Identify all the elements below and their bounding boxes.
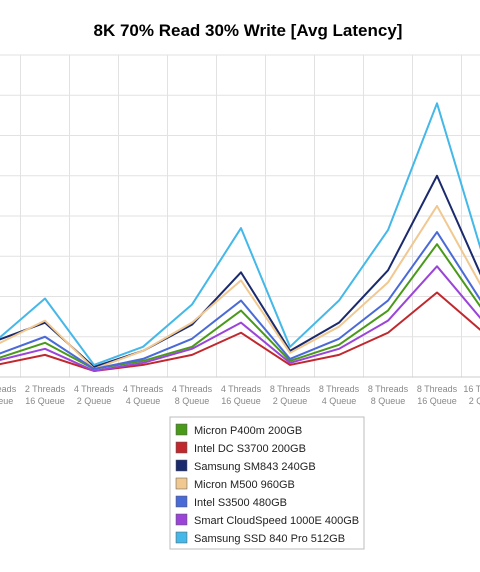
x-tick-label: 8 Queue (371, 396, 406, 406)
x-tick-label: 2 Threads (0, 384, 17, 394)
x-tick-label: 8 Threads (270, 384, 311, 394)
series-line (0, 243, 480, 370)
legend-swatch (175, 513, 188, 526)
x-tick-label: 16 Threads (463, 384, 480, 394)
x-tick-label: 4 Threads (172, 384, 213, 394)
x-tick-label: 8 Queue (175, 396, 210, 406)
legend-label: Micron M500 960GB (194, 479, 295, 491)
x-axis-ticks: 2 Threads 8 Queue 2 Threads 16 Queue 4 Threa… (0, 384, 480, 406)
x-tick-label: 8 Queue (0, 396, 13, 406)
x-tick-label: 4 Threads (221, 384, 262, 394)
x-tick-label: 2 Queue (77, 396, 112, 406)
series-line (0, 231, 480, 370)
x-tick-label: 2 Queue (273, 396, 308, 406)
series-line (0, 265, 480, 372)
legend-label: Samsung SSD 840 Pro 512GB (194, 533, 345, 545)
legend-label: Samsung SM843 240GB (194, 461, 316, 473)
plot-series (0, 102, 480, 372)
x-tick-label: 4 Threads (123, 384, 164, 394)
x-tick-label: 8 Threads (417, 384, 458, 394)
legend-swatch (175, 423, 188, 436)
legend-swatch (175, 495, 188, 508)
legend-box (169, 416, 365, 550)
legend-swatch (175, 477, 188, 490)
x-tick-label: 8 Threads (319, 384, 360, 394)
x-tick-label: 16 Queue (221, 396, 261, 406)
x-tick-label: 16 Queue (417, 396, 457, 406)
legend-label: Micron P400m 200GB (194, 425, 302, 437)
legend-label: Intel S3500 480GB (194, 497, 287, 509)
x-tick-label: 8 Threads (368, 384, 409, 394)
x-tick-label: 4 Queue (126, 396, 161, 406)
chart-legend[interactable]: Micron P400m 200GB Intel DC S3700 200GB Sa… (169, 416, 365, 550)
x-tick-label: 4 Queue (322, 396, 357, 406)
x-tick-label: 2 Threads (25, 384, 66, 394)
legend-swatch (175, 459, 188, 472)
chart-title: 8K 70% Read 30% Write [Avg Latency] (94, 21, 403, 40)
series-line (0, 102, 480, 366)
plot-grid (0, 54, 480, 378)
x-tick-label: 4 Threads (74, 384, 115, 394)
x-tick-label: 16 Queue (25, 396, 65, 406)
x-tick-label: 2 Queue (469, 396, 480, 406)
series-line (0, 204, 480, 370)
legend-swatch (175, 531, 188, 544)
legend-label: Smart CloudSpeed 1000E 400GB (194, 515, 359, 527)
series-line (0, 291, 480, 372)
legend-label: Intel DC S3700 200GB (194, 443, 306, 455)
legend-swatch (175, 441, 188, 454)
